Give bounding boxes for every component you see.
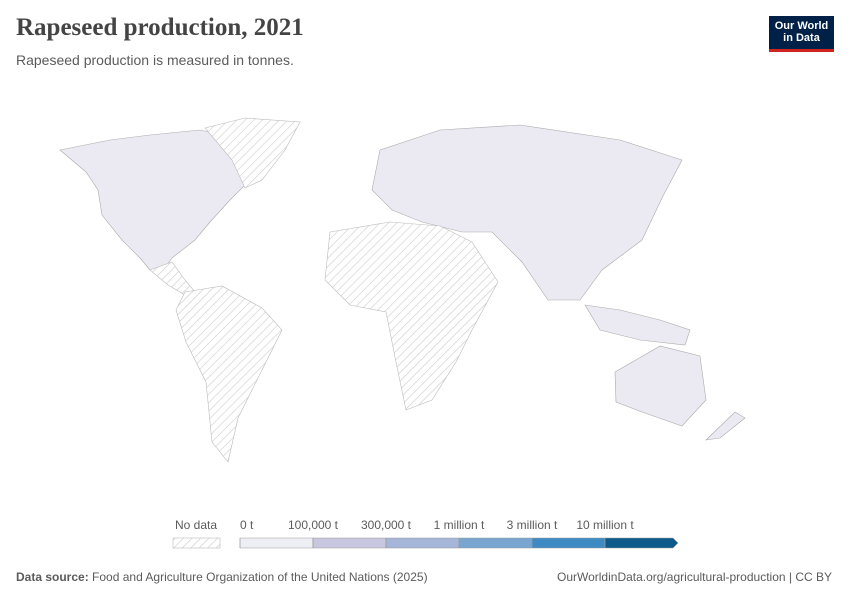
legend-tick-label: 10 million t — [576, 518, 634, 532]
logo-line: in Data — [783, 32, 820, 44]
eurasia — [371, 124, 683, 301]
greenland — [204, 117, 301, 189]
southeast-asia — [584, 304, 691, 346]
title: Rapeseed production, 2021 — [16, 14, 304, 41]
logo-line: Our World — [774, 20, 829, 32]
legend-tick-label: 300,000 t — [361, 518, 412, 532]
legend-no-data-swatch — [172, 537, 221, 549]
legend-tick-label: 3 million t — [507, 518, 558, 532]
north-america — [59, 129, 256, 271]
legend: No data 0 t 100,000 t 300,000 t 1 million t… — [172, 518, 679, 549]
africa — [324, 221, 499, 411]
legend-tick-label: 100,000 t — [288, 518, 339, 532]
source-label: Data source: — [16, 570, 89, 584]
source: Data source: Food and Agriculture Organi… — [16, 570, 428, 584]
legend-tick-label: 1 million t — [434, 518, 485, 532]
south-america — [175, 285, 283, 463]
australia — [614, 345, 707, 427]
logo[interactable]: Our World in Data — [769, 16, 834, 52]
url[interactable]: OurWorldinData.org/agricultural-producti… — [556, 570, 832, 584]
legend-swatch — [385, 537, 460, 549]
legend-swatch — [604, 537, 679, 549]
legend-no-data-label: No data — [175, 518, 217, 532]
legend-swatch — [531, 537, 606, 549]
subtitle: Rapeseed production is measured in tonne… — [16, 52, 294, 68]
legend-swatch — [239, 537, 314, 549]
new-zealand — [705, 411, 746, 441]
legend-swatch — [458, 537, 533, 549]
legend-tick-label: 0 t — [240, 518, 254, 532]
legend-swatch — [312, 537, 387, 549]
source-text: Food and Agriculture Organization of the… — [92, 570, 428, 584]
